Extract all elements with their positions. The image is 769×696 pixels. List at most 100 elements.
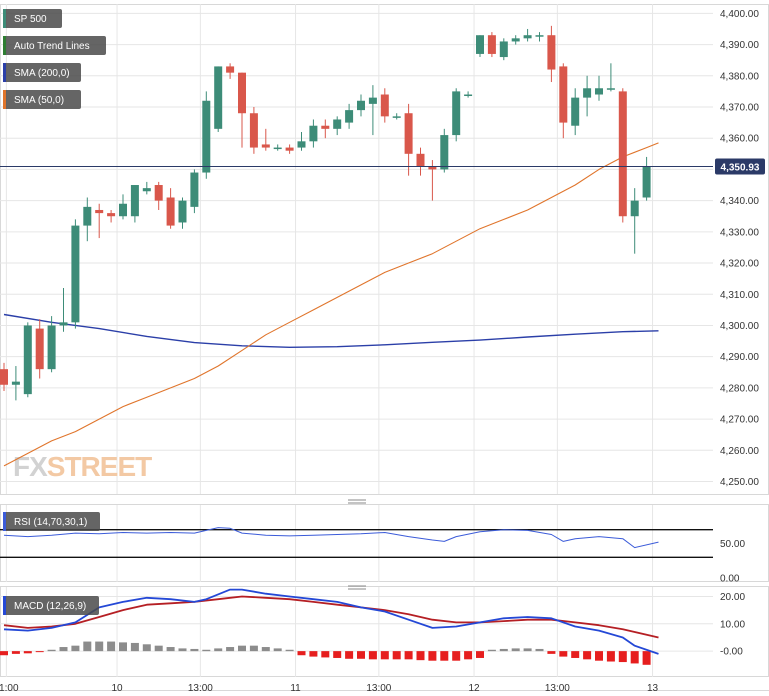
legend-swatch (3, 9, 6, 28)
legend-label: Auto Trend Lines (14, 41, 90, 52)
candle (59, 288, 68, 332)
candle-body (0, 369, 8, 385)
legend-bg (3, 63, 81, 82)
x-tick-label: 11 (290, 683, 301, 694)
legend-item: SMA (50,0) (3, 90, 81, 109)
candle (606, 63, 615, 92)
macd-histogram-bar (345, 651, 354, 659)
macd-histogram-bar (95, 641, 104, 652)
candle (535, 32, 544, 42)
legend-label: SMA (200,0) (14, 68, 70, 79)
macd-histogram-bar (416, 651, 425, 661)
macd-histogram-bar (59, 647, 68, 652)
candle-body (476, 35, 484, 54)
candle-body (238, 72, 246, 114)
candle (23, 322, 32, 398)
candle-body (392, 116, 401, 118)
x-tick-label: 13:00 (188, 683, 213, 694)
candle (583, 75, 592, 117)
candle-body (464, 94, 473, 97)
macd-histogram-bar (71, 645, 80, 652)
legend-label: RSI (14,70,30,1) (14, 517, 87, 528)
y-tick-label: 4,330.00 (720, 227, 759, 238)
rsi-y-tick: 0.00 (720, 574, 740, 585)
candle-body (297, 141, 306, 148)
x-tick-label: 12 (468, 683, 480, 694)
macd-histogram-bar (476, 651, 484, 658)
candle (0, 362, 8, 392)
y-tick-label: 4,380.00 (720, 71, 759, 82)
candle (130, 185, 139, 223)
y-tick-label: 4,280.00 (720, 383, 759, 394)
candle (95, 203, 104, 239)
candle (476, 35, 484, 58)
macd-histogram-bar (202, 649, 211, 652)
candle (285, 144, 294, 154)
rsi-panel-frame (0, 504, 769, 582)
candle-body (404, 113, 413, 154)
candle-body (571, 97, 580, 126)
candle-body (487, 35, 496, 54)
candle (345, 103, 354, 129)
legend-item: SMA (200,0) (3, 63, 81, 82)
macd-histogram-bar (23, 651, 32, 654)
legend-label: SP 500 (14, 14, 47, 25)
y-tick-label: 4,300.00 (720, 321, 759, 332)
legend-swatch (3, 63, 6, 82)
candle-body (202, 100, 211, 173)
y-tick-label: 4,360.00 (720, 134, 759, 145)
macd-histogram-bar (154, 645, 163, 652)
price-label-bg (715, 158, 765, 175)
candle (190, 169, 199, 214)
legend-swatch (3, 512, 6, 531)
macd-histogram-bar (583, 651, 592, 660)
candle-body (547, 35, 556, 70)
macd-histogram-bar (166, 647, 175, 652)
macd-histogram-bar (119, 642, 127, 652)
candle (202, 91, 211, 179)
candle (107, 209, 116, 223)
macd-histogram-bar (35, 651, 44, 653)
macd-histogram-bar (11, 651, 20, 654)
candle (452, 88, 461, 142)
macd-histogram-bar (428, 651, 437, 661)
candle-body (642, 166, 651, 198)
legend-bg (3, 596, 99, 615)
candle-body (83, 206, 92, 226)
candle-body (11, 381, 20, 385)
candle-body (618, 91, 627, 217)
rsi-y-tick: 50.00 (720, 539, 745, 550)
candle (83, 197, 92, 242)
candle (273, 144, 282, 151)
candle (333, 116, 342, 136)
y-tick-label: 4,400.00 (720, 9, 759, 20)
macd-histogram-bar (630, 651, 639, 664)
macd-histogram-bar (618, 651, 627, 663)
candle (238, 72, 246, 148)
macd-histogram-bar (487, 649, 496, 652)
candle-body (226, 66, 235, 73)
rsi-legend: RSI (14,70,30,1) (3, 512, 100, 531)
candle (642, 156, 651, 201)
candle (380, 88, 389, 123)
macd-y-tick: 10.00 (720, 619, 745, 630)
candle-body (440, 135, 449, 170)
macd-histogram-bar (523, 648, 532, 652)
y-tick-label: 4,250.00 (720, 477, 759, 488)
candle (142, 181, 151, 195)
candle-body (107, 213, 116, 217)
candle-body (333, 119, 342, 129)
candle (321, 119, 330, 139)
candle-body (630, 200, 639, 217)
legend-swatch (3, 36, 6, 55)
candle-body (261, 144, 270, 148)
macd-histogram-bar (464, 651, 473, 660)
legend-item: Auto Trend Lines (3, 36, 106, 55)
macd-histogram-bar (142, 644, 151, 652)
candle-body (428, 166, 437, 170)
candle-body (71, 225, 80, 323)
macd-y-tick: 20.00 (720, 592, 745, 603)
candle (11, 366, 20, 401)
macd-histogram-bar (297, 651, 306, 656)
